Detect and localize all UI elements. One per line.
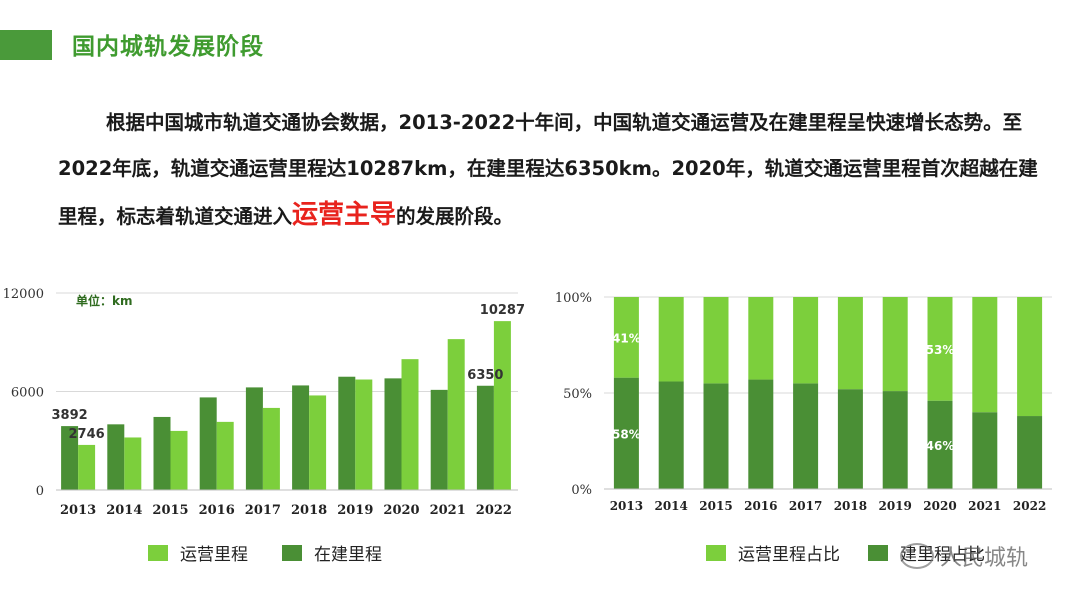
- bar-operating-share: [748, 297, 774, 380]
- data-label: 53%: [926, 343, 955, 357]
- x-tick-label: 2022: [476, 503, 512, 518]
- bar-construction: [153, 416, 171, 490]
- chart1-legend: 运营里程 在建里程: [148, 540, 382, 565]
- y-tick-label: 100%: [555, 291, 592, 306]
- x-tick-label: 2021: [430, 503, 466, 518]
- bar-operating: [355, 379, 373, 490]
- paragraph-text: 根据中国城市轨道交通协会数据，2013-2022十年间，中国轨道交通运营及在建里…: [58, 111, 1038, 228]
- bar-operating-share: [927, 297, 953, 401]
- x-tick-label: 2015: [699, 499, 732, 513]
- x-tick-label: 2020: [383, 503, 419, 518]
- watermark-text: 人民城轨: [940, 546, 1029, 571]
- bar-construction: [384, 378, 402, 490]
- bar-operating-share: [972, 297, 998, 413]
- watermark: 人民城轨: [900, 540, 1028, 572]
- bar-construction-share: [793, 383, 819, 489]
- y-tick-label: 0: [36, 484, 44, 499]
- data-label: 46%: [926, 439, 955, 453]
- bar-construction-share: [1017, 416, 1043, 489]
- bar-operating: [262, 407, 280, 490]
- bar-operating: [216, 421, 234, 490]
- legend-label-operating-share: 运营里程占比: [738, 545, 840, 565]
- bar-construction: [292, 385, 310, 490]
- x-tick-label: 2019: [878, 499, 911, 513]
- data-label: 6350: [467, 368, 503, 383]
- intro-paragraph: 根据中国城市轨道交通协会数据，2013-2022十年间，中国轨道交通运营及在建里…: [58, 100, 1048, 240]
- bar-operating-share: [1017, 297, 1043, 417]
- title-accent-bar: [0, 30, 52, 60]
- x-tick-label: 2015: [152, 503, 188, 518]
- bar-construction-share: [927, 400, 953, 489]
- y-tick-label: 50%: [563, 387, 592, 402]
- bar-operating: [78, 444, 96, 490]
- x-tick-label: 2016: [199, 503, 235, 518]
- legend-label-operating: 运营里程: [180, 545, 248, 565]
- bar-construction: [199, 397, 217, 490]
- bar-construction-share: [748, 379, 774, 489]
- bar-operating-share: [703, 297, 729, 384]
- bar-construction-share: [613, 377, 639, 489]
- unit-label: 单位：km: [76, 293, 133, 308]
- x-tick-label: 2013: [60, 503, 96, 518]
- bar-construction: [107, 424, 125, 490]
- x-tick-label: 2013: [610, 499, 643, 513]
- data-label: 58%: [612, 427, 641, 441]
- legend-swatch-operating-share: [706, 544, 726, 561]
- x-tick-label: 2014: [654, 499, 687, 513]
- bar-operating: [309, 395, 327, 490]
- bar-operating-share: [613, 297, 639, 378]
- bar-construction: [430, 389, 448, 490]
- x-tick-label: 2016: [744, 499, 777, 513]
- x-tick-label: 2021: [968, 499, 1001, 513]
- y-tick-label: 12000: [3, 287, 44, 302]
- bar-construction: [245, 387, 263, 490]
- x-tick-label: 2017: [245, 503, 281, 518]
- x-tick-label: 2018: [834, 499, 867, 513]
- bar-operating: [447, 339, 465, 490]
- bar-construction-share: [837, 389, 863, 489]
- bar-operating-share: [793, 297, 819, 384]
- bar-construction-share: [703, 383, 729, 489]
- bar-construction-share: [882, 391, 908, 489]
- x-tick-label: 2019: [337, 503, 373, 518]
- y-tick-label: 0%: [571, 483, 592, 498]
- bar-operating: [124, 437, 142, 490]
- legend-label-construction: 在建里程: [314, 545, 382, 565]
- x-tick-label: 2014: [106, 503, 142, 518]
- data-label: 3892: [52, 408, 88, 423]
- bar-operating-share: [837, 297, 863, 390]
- legend-swatch-construction-share: [868, 544, 888, 561]
- y-tick-label: 6000: [11, 386, 44, 401]
- legend-swatch-operating: [148, 544, 168, 561]
- bar-construction-share: [658, 381, 684, 489]
- bar-operating-share: [658, 297, 684, 382]
- bar-operating: [493, 321, 511, 490]
- bar-construction-share: [972, 412, 998, 489]
- bar-operating-share: [882, 297, 908, 392]
- x-tick-label: 2022: [1013, 499, 1046, 513]
- data-label: 10287: [480, 303, 525, 318]
- wechat-icon: [900, 543, 934, 569]
- bar-operating: [170, 430, 188, 490]
- page-title: 国内城轨发展阶段: [72, 34, 264, 60]
- data-label: 2746: [69, 427, 105, 442]
- x-tick-label: 2018: [291, 503, 327, 518]
- bar-operating: [401, 359, 419, 490]
- bar-construction: [61, 426, 79, 490]
- legend-swatch-construction: [282, 544, 302, 561]
- x-tick-label: 2017: [789, 499, 822, 513]
- bar-construction: [476, 385, 494, 490]
- data-label: 41%: [612, 331, 641, 345]
- paragraph-tail: 的发展阶段。: [396, 205, 514, 228]
- bar-construction: [338, 376, 356, 490]
- highlight-text: 运营主导: [292, 200, 397, 230]
- x-tick-label: 2020: [923, 499, 956, 513]
